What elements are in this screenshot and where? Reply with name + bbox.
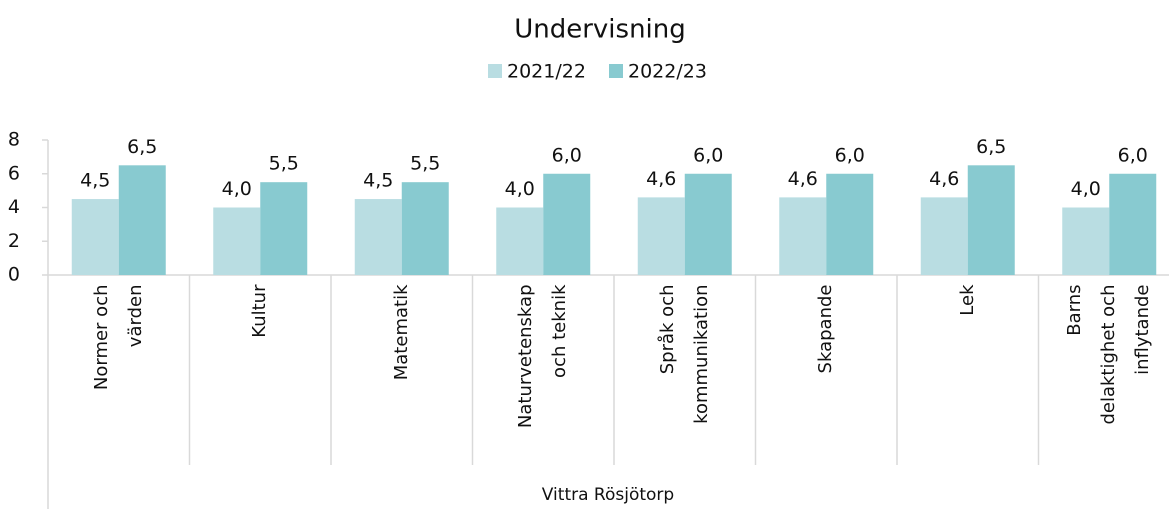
bar (637, 197, 685, 275)
data-label: 4,5 (80, 170, 110, 192)
y-tick-label: 2 (8, 230, 20, 252)
data-label: 6,0 (552, 144, 582, 166)
bar (213, 207, 261, 275)
x-axis-title: Vittra Rösjötorp (542, 485, 674, 505)
data-label: 6,5 (127, 136, 157, 158)
bar (118, 165, 166, 275)
x-tick-label: Skapande (815, 284, 837, 374)
legend-label: 2022/23 (628, 61, 707, 83)
data-label: 4,0 (1071, 178, 1101, 200)
x-tick-label: Språk och kommunikation (656, 284, 712, 424)
data-label: 6,0 (1118, 144, 1148, 166)
data-label: 6,0 (835, 144, 865, 166)
bar (826, 173, 874, 275)
legend-swatch (488, 64, 502, 78)
data-label: 4,6 (646, 168, 676, 190)
data-label: 4,6 (929, 168, 959, 190)
bar (1109, 173, 1157, 275)
x-tick-label: Barns delaktighet och inflytande (1064, 284, 1154, 425)
bar (684, 173, 732, 275)
bar (779, 197, 827, 275)
data-label: 4,5 (363, 170, 393, 192)
x-tick-label: Matematik (390, 284, 412, 381)
bar (71, 199, 119, 275)
bar (354, 199, 402, 275)
data-label: 4,6 (788, 168, 818, 190)
legend-swatch (609, 64, 623, 78)
y-tick-label: 0 (8, 264, 20, 286)
data-label: 4,0 (222, 178, 252, 200)
data-label: 4,0 (505, 178, 535, 200)
bar (401, 182, 449, 275)
data-label: 5,5 (269, 153, 299, 175)
y-tick-label: 6 (8, 162, 20, 184)
data-label: 6,0 (693, 144, 723, 166)
x-tick-label: Kultur (249, 284, 271, 338)
bar (496, 207, 544, 275)
data-label: 6,5 (976, 136, 1006, 158)
x-tick-label: Naturvetenskap och teknik (515, 284, 571, 429)
chart-title: Undervisning (514, 15, 686, 45)
y-tick-label: 8 (8, 129, 20, 151)
bar (543, 173, 591, 275)
bar (260, 182, 308, 275)
data-label: 5,5 (410, 153, 440, 175)
bar (1062, 207, 1110, 275)
y-tick-label: 4 (8, 196, 20, 218)
x-tick-label: Lek (956, 284, 978, 316)
x-tick-label: Normer och värden (90, 284, 146, 391)
legend-label: 2021/22 (507, 61, 586, 83)
bar (967, 165, 1015, 275)
bar (920, 197, 968, 275)
